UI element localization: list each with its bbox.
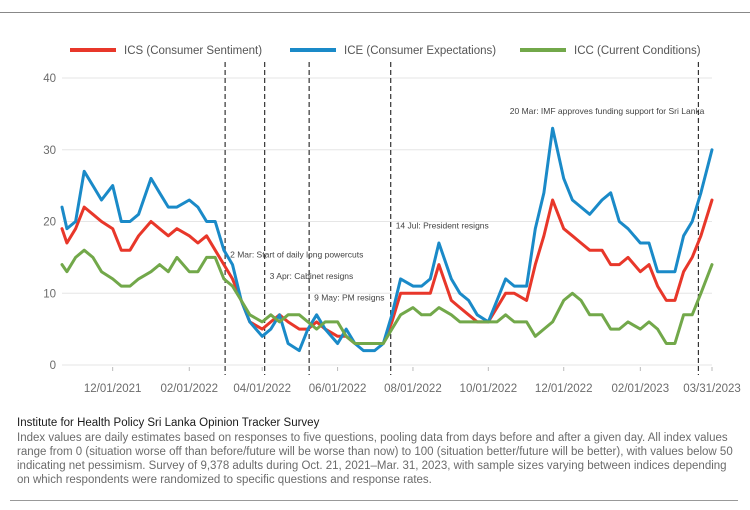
event-markers: 2 Mar: Start of daily long powercuts 3 Ap… <box>224 62 705 375</box>
line-chart: 0 10 20 30 40 12/01/2021 02/01/2022 04/01/2022… <box>43 45 741 395</box>
x-tick-label: 12/01/2021 <box>84 383 142 395</box>
event-label: 9 May: PM resigns <box>314 292 384 302</box>
series-line-ice-consumer-expectations <box>60 126 714 353</box>
x-tick-label: 12/01/2022 <box>535 383 593 395</box>
x-tick-label: 03/31/2023 <box>683 383 741 395</box>
x-tick-label: 10/01/2022 <box>460 383 518 395</box>
y-tick-label: 0 <box>50 360 56 372</box>
x-tick-label: 04/01/2022 <box>233 383 291 395</box>
caption-body: Index values are daily estimates based o… <box>17 432 733 486</box>
legend-label: ICE (Consumer Expectations) <box>344 45 496 57</box>
y-tick-label: 40 <box>43 73 56 85</box>
y-axis: 0 10 20 30 40 <box>43 73 56 372</box>
x-tick-label: 08/01/2022 <box>384 383 442 395</box>
caption: Institute for Health Policy Sri Lanka Op… <box>17 416 742 487</box>
top-rule <box>0 12 750 13</box>
series-line-icc-current-conditions <box>60 248 714 345</box>
caption-title: Institute for Health Policy Sri Lanka Op… <box>17 417 320 429</box>
y-tick-label: 10 <box>43 288 56 300</box>
series-lines <box>60 126 714 353</box>
event-label: 3 Apr: Cabinet resigns <box>270 271 354 281</box>
legend: ICS (Consumer Sentiment) ICE (Consumer Ex… <box>70 45 701 57</box>
y-tick-label: 30 <box>43 145 56 157</box>
legend-label: ICC (Current Conditions) <box>574 45 701 57</box>
x-axis: 12/01/2021 02/01/2022 04/01/2022 06/01/2022… <box>84 367 741 395</box>
event-label: 2 Mar: Start of daily long powercuts <box>230 249 363 259</box>
bottom-rule <box>10 500 738 501</box>
x-tick-label: 06/01/2022 <box>309 383 367 395</box>
legend-label: ICS (Consumer Sentiment) <box>124 45 262 57</box>
gridlines <box>62 77 712 366</box>
y-tick-label: 20 <box>43 217 56 229</box>
event-label: 14 Jul: President resigns <box>396 221 489 231</box>
x-tick-label: 02/01/2023 <box>612 383 670 395</box>
x-tick-label: 02/01/2022 <box>161 383 219 395</box>
event-label: 20 Mar: IMF approves funding support for… <box>510 106 705 116</box>
